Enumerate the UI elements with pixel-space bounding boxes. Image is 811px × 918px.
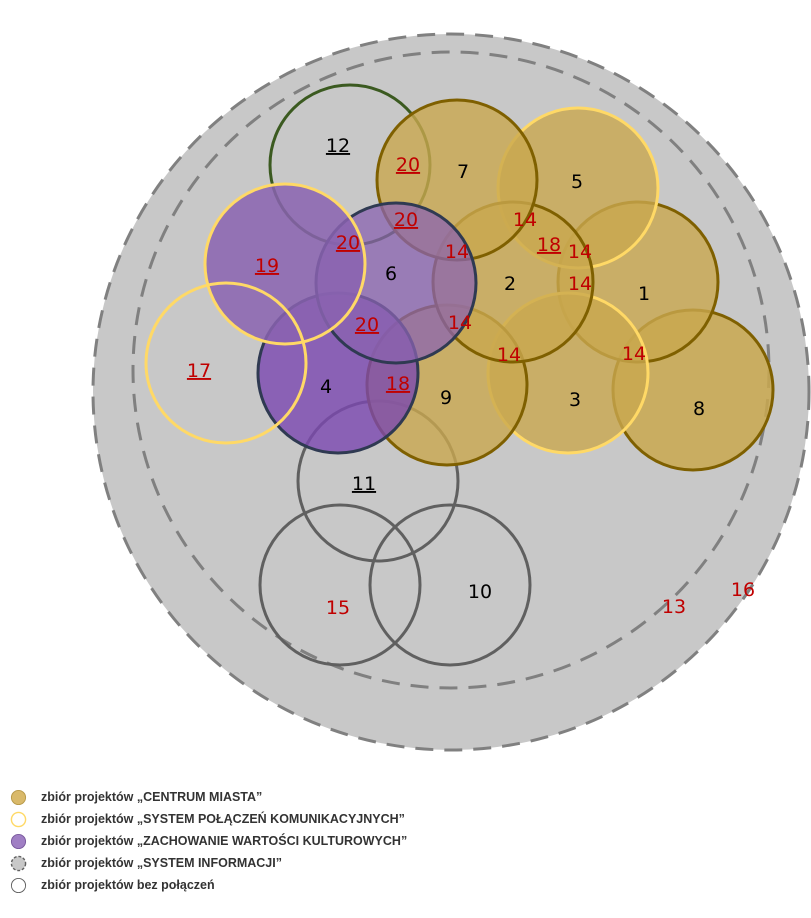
connection-label-20-b: 20: [394, 209, 418, 231]
legend: zbiór projektów „CENTRUM MIASTA” zbiór p…: [10, 786, 790, 896]
set-circle-15: [258, 503, 422, 667]
connection-label-14-d: 14: [568, 273, 592, 295]
legend-label: zbiór projektów „SYSTEM INFORMACJI”: [41, 856, 282, 870]
set-label-11: 11: [352, 473, 376, 495]
legend-label: zbiór projektów „CENTRUM MIASTA”: [41, 790, 263, 804]
set-label-4: 4: [320, 376, 332, 398]
set-circle-10: [368, 503, 532, 667]
circle-outline-icon: [10, 811, 27, 827]
set-label-3: 3: [569, 389, 581, 411]
set-circle-17: [144, 281, 308, 445]
connection-label-14-b: 14: [445, 241, 469, 263]
connection-label-20-a: 20: [396, 154, 420, 176]
connection-label-14-c: 14: [568, 241, 592, 263]
circle-swatch-icon: [10, 789, 27, 805]
legend-label: zbiór projektów „ZACHOWANIE WARTOŚCI KUL…: [41, 834, 408, 848]
connection-label-20-d: 20: [355, 314, 379, 336]
region-label-13: 13: [662, 596, 686, 618]
connection-label-14-e: 14: [448, 312, 472, 334]
set-label-7: 7: [457, 161, 469, 183]
set-label-1: 1: [638, 283, 650, 305]
circle-outline-icon: [10, 877, 27, 893]
legend-label: zbiór projektów „SYSTEM POŁĄCZEŃ KOMUNIK…: [41, 812, 405, 826]
set-label-6: 6: [385, 263, 397, 285]
set-label-8: 8: [693, 398, 705, 420]
set-label-2: 2: [504, 273, 516, 295]
connection-label-14-f: 14: [497, 344, 521, 366]
connection-label-18-b: 18: [386, 373, 410, 395]
set-label-17: 17: [187, 360, 211, 382]
legend-item-system: zbiór projektów „SYSTEM POŁĄCZEŃ KOMUNIK…: [10, 808, 790, 830]
set-circle-19: [203, 182, 367, 346]
legend-item-centrum: zbiór projektów „CENTRUM MIASTA”: [10, 786, 790, 808]
dashed-circle-icon: [10, 855, 27, 871]
legend-label: zbiór projektów bez połączeń: [41, 878, 215, 892]
connection-label-18-a: 18: [537, 234, 561, 256]
set-label-9: 9: [440, 387, 452, 409]
connection-label-14-a: 14: [513, 209, 537, 231]
region-label-16: 16: [731, 579, 755, 601]
legend-item-kultur: zbiór projektów „ZACHOWANIE WARTOŚCI KUL…: [10, 830, 790, 852]
set-label-19: 19: [255, 255, 279, 277]
set-label-12: 12: [326, 135, 350, 157]
legend-item-info: zbiór projektów „SYSTEM INFORMACJI”: [10, 852, 790, 874]
set-label-5: 5: [571, 171, 583, 193]
venn-diagram: 1 2 3 4 5 6 7 8 9 10 11 12 15 17 19 13 1…: [91, 32, 811, 752]
circle-swatch-icon: [10, 833, 27, 849]
legend-item-none: zbiór projektów bez połączeń: [10, 874, 790, 896]
set-label-15: 15: [326, 597, 350, 619]
connection-label-20-c: 20: [336, 232, 360, 254]
connection-label-14-g: 14: [622, 343, 646, 365]
set-label-10: 10: [468, 581, 492, 603]
